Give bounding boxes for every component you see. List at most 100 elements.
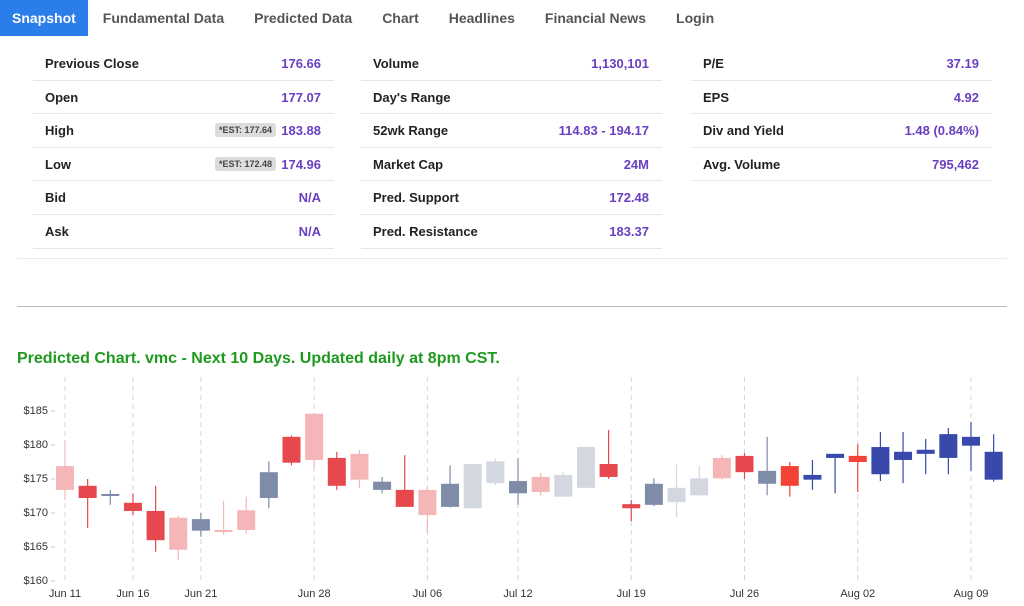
estimate-badge: *EST: 172.48 — [214, 156, 276, 171]
x-tick-label: Jul 06 — [413, 588, 442, 600]
stat-row: Pred. Resistance 183.37 — [361, 215, 662, 249]
candle-body — [78, 485, 97, 499]
stat-row: P/E 37.19 — [691, 47, 992, 81]
stat-row: Div and Yield 1.48 (0.84%) — [691, 114, 992, 148]
candle-body — [327, 457, 346, 486]
x-tick-label: Jul 12 — [503, 588, 532, 600]
candle-body — [373, 481, 392, 490]
candle-body — [214, 530, 233, 533]
stat-row: 52wk Range 114.83 - 194.17 — [361, 114, 662, 148]
x-tick-label: Jun 21 — [184, 588, 217, 600]
x-tick-label: Jul 19 — [617, 588, 646, 600]
stat-label: Market Cap — [373, 156, 444, 172]
y-tick-label: $175 — [24, 473, 48, 485]
y-tick-label: $165 — [24, 541, 48, 553]
stat-value: 795,462 — [932, 156, 979, 172]
candle-body — [486, 461, 505, 484]
candle-body — [554, 474, 573, 497]
x-tick-label: Jul 26 — [730, 588, 759, 600]
stat-row: Low *EST: 172.48 174.96 — [33, 148, 334, 182]
stat-value: 183.88 — [281, 123, 321, 139]
stat-value: 114.83 - 194.17 — [558, 123, 649, 139]
candle-body — [146, 510, 165, 541]
candle-body — [712, 457, 731, 479]
stat-label: Div and Yield — [703, 123, 784, 139]
candle-body — [848, 455, 867, 462]
candle-body — [418, 489, 437, 516]
stats-column: Previous Close 176.66 Open 177.07 High *EST: … — [33, 47, 334, 249]
x-tick-label: Jun 11 — [49, 588, 81, 600]
y-tick-label: $180 — [24, 439, 48, 451]
y-tick-label: $160 — [24, 575, 48, 587]
candle-body — [599, 464, 618, 477]
stat-value: 176.66 — [281, 56, 321, 71]
tab[interactable]: Headlines — [448, 10, 515, 26]
tab[interactable]: Financial News — [544, 10, 647, 26]
stat-row: Day's Range — [361, 81, 662, 115]
stat-row: Bid N/A — [33, 181, 334, 215]
candle-body — [962, 436, 980, 446]
candle-body — [282, 436, 301, 463]
stats-column: Volume 1,130,101 Day's Range 52wk Range 114.… — [361, 47, 662, 249]
stat-label: Bid — [45, 190, 66, 206]
candle-body — [780, 466, 799, 486]
candle-body — [939, 434, 958, 458]
candle-body — [803, 474, 822, 480]
stat-label: Ask — [45, 223, 69, 239]
candle-body — [259, 472, 278, 499]
tab[interactable]: Chart — [382, 10, 419, 26]
candle-body — [350, 453, 369, 480]
stat-row: Avg. Volume 795,462 — [691, 148, 992, 182]
tab[interactable]: Predicted Data — [254, 10, 353, 26]
x-tick-label: Jun 16 — [116, 588, 149, 600]
stat-label: Pred. Support — [373, 190, 459, 206]
x-tick-label: Jun 28 — [298, 588, 331, 600]
candle-body — [735, 455, 754, 473]
x-tick-label: Aug 02 — [840, 588, 875, 600]
tab[interactable]: Login — [676, 10, 715, 26]
candle-body — [984, 451, 1003, 480]
stat-row: Ask N/A — [33, 215, 334, 249]
stat-label: Low — [45, 156, 71, 172]
candle-body — [916, 449, 935, 454]
x-tick-label: Aug 09 — [954, 588, 989, 600]
candle-body — [667, 487, 686, 503]
candle-body — [644, 483, 663, 505]
chart-title: Predicted Chart. vmc - Next 10 Days. Upd… — [17, 350, 500, 367]
stat-label: Open — [45, 89, 79, 105]
stat-value: N/A — [298, 190, 321, 206]
tab[interactable]: Fundamental Data — [102, 10, 225, 26]
candle-body — [395, 489, 414, 507]
candle-body — [463, 464, 482, 509]
candle-body — [441, 483, 460, 507]
stat-row: Market Cap 24M — [361, 148, 662, 182]
candle-body — [758, 470, 777, 484]
y-tick-label: $185 — [24, 405, 48, 417]
stat-row: Previous Close 176.66 — [33, 47, 334, 81]
candle-body — [56, 466, 74, 490]
stat-value: 177.07 — [281, 89, 321, 105]
tab[interactable]: Snapshot — [0, 0, 88, 36]
candle-body — [871, 447, 890, 475]
stat-label: P/E — [703, 56, 724, 71]
stat-row: Open 177.07 — [33, 81, 334, 115]
stat-label: Previous Close — [45, 56, 139, 71]
candle-body — [191, 519, 210, 531]
tab-bar: Snapshot Fundamental Data Predicted Data Ch… — [0, 0, 729, 36]
stat-label: Avg. Volume — [703, 156, 781, 172]
stat-label: EPS — [703, 89, 730, 105]
candle-body — [531, 476, 550, 492]
y-tick-label: $170 — [24, 507, 48, 519]
stat-value: 172.48 — [609, 190, 649, 206]
stat-row: EPS 4.92 — [691, 81, 992, 115]
stat-value: 4.92 — [953, 89, 979, 105]
stat-label: Day's Range — [373, 89, 451, 105]
candle-body — [305, 413, 324, 460]
candle-body — [123, 502, 142, 511]
candle-body — [622, 504, 641, 509]
stat-label: Volume — [373, 56, 419, 71]
candle-body — [826, 453, 845, 458]
divider — [17, 258, 1007, 259]
